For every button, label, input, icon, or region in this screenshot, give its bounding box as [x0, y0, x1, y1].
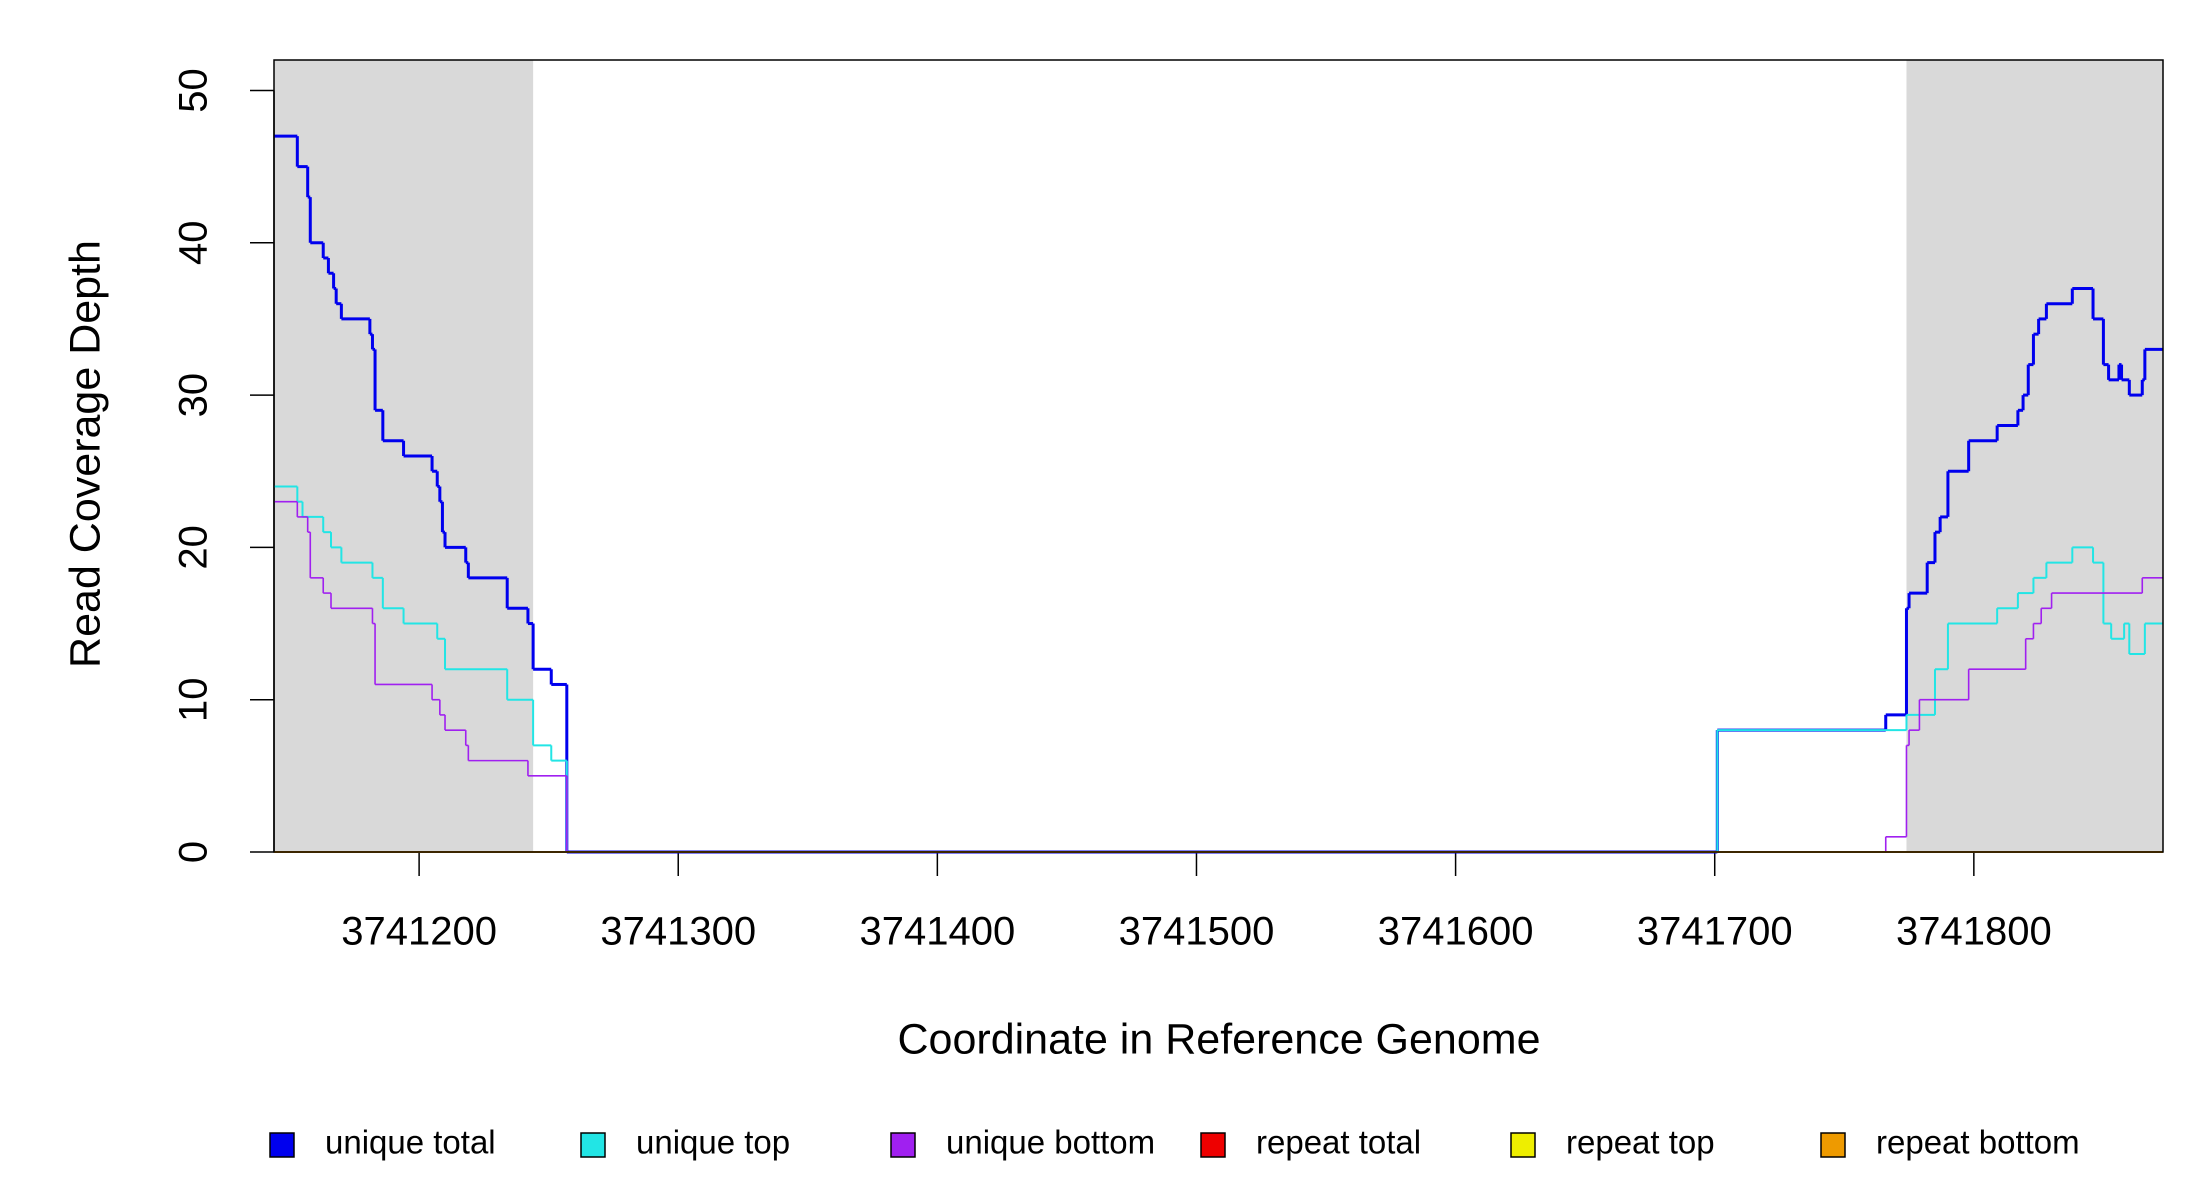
legend-swatch [269, 1132, 295, 1158]
shaded-region [1906, 60, 2163, 852]
plot-frame [273, 59, 2164, 853]
x-tick-label: 3741200 [341, 910, 497, 954]
legend-label: repeat bottom [1876, 1124, 2080, 1161]
x-tick-label: 3741600 [1378, 910, 1534, 954]
x-tick-label: 3741700 [1637, 910, 1793, 954]
legend-swatch [1820, 1132, 1846, 1158]
y-tick-label: 20 [172, 525, 216, 570]
y-tick-label: 10 [172, 677, 216, 722]
step-riser [295, 136, 2147, 852]
legend-label: unique top [636, 1124, 790, 1161]
legend-label: repeat top [1566, 1124, 1715, 1161]
y-tick-label: 30 [172, 373, 216, 418]
step-riser [296, 486, 2146, 852]
x-axis-label: Coordinate in Reference Genome [898, 1015, 1541, 1063]
y-tick-label: 40 [172, 221, 216, 266]
x-tick-label: 3741800 [1896, 910, 2052, 954]
x-tick-label: 3741300 [600, 910, 756, 954]
legend-label: unique bottom [946, 1124, 1155, 1161]
y-axis-label: Read Coverage Depth [61, 240, 109, 668]
legend-swatch [890, 1132, 916, 1158]
x-tick-label: 3741400 [859, 910, 1015, 954]
legend-swatch [580, 1132, 606, 1158]
y-tick-label: 0 [172, 841, 216, 863]
legend-swatch [1200, 1132, 1226, 1158]
legend-label: unique total [325, 1124, 496, 1161]
y-tick-label: 50 [172, 68, 216, 113]
legend-label: repeat total [1256, 1124, 1421, 1161]
legend-swatch [1510, 1132, 1536, 1158]
x-tick-label: 3741500 [1119, 910, 1275, 954]
step-riser [296, 501, 2144, 852]
